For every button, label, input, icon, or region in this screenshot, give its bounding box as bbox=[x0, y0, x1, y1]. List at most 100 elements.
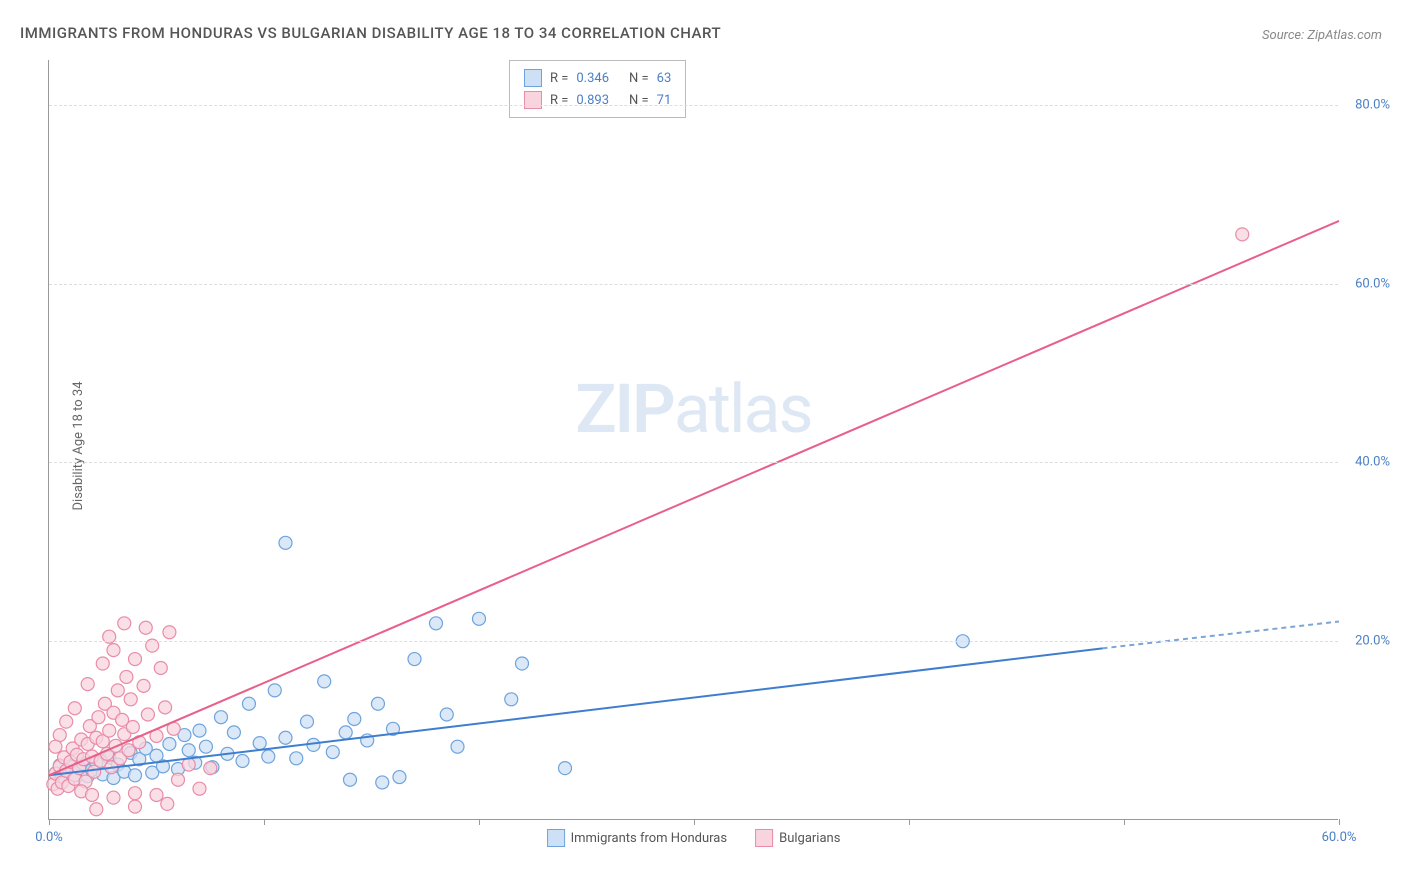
scatter-point bbox=[253, 737, 266, 750]
x-tick-mark bbox=[479, 819, 480, 825]
scatter-point bbox=[505, 693, 518, 706]
scatter-point bbox=[182, 758, 195, 771]
scatter-point bbox=[96, 657, 109, 670]
y-tick-label: 20.0% bbox=[1355, 634, 1390, 649]
scatter-point bbox=[139, 621, 152, 634]
scatter-point bbox=[268, 684, 281, 697]
scatter-point bbox=[90, 803, 103, 816]
scatter-point bbox=[107, 791, 120, 804]
trend-line bbox=[49, 221, 1339, 775]
y-tick-label: 80.0% bbox=[1355, 97, 1390, 112]
source-attribution: Source: ZipAtlas.com bbox=[1262, 28, 1382, 43]
scatter-point bbox=[103, 724, 116, 737]
scatter-point bbox=[376, 776, 389, 789]
legend-stats-row-1: R = 0.893 N = 71 bbox=[524, 89, 671, 111]
trend-line-extension bbox=[1103, 622, 1340, 649]
legend-series-swatch-1 bbox=[755, 829, 773, 847]
scatter-point bbox=[290, 752, 303, 765]
x-tick-mark bbox=[909, 819, 910, 825]
scatter-point bbox=[129, 653, 142, 666]
legend-series-swatch-0 bbox=[547, 829, 565, 847]
scatter-point bbox=[193, 724, 206, 737]
x-tick-mark bbox=[694, 819, 695, 825]
x-tick-mark bbox=[1339, 819, 1340, 825]
legend-series-label-0: Immigrants from Honduras bbox=[571, 831, 728, 846]
scatter-point bbox=[451, 740, 464, 753]
legend-swatch-0 bbox=[524, 69, 542, 87]
x-tick-mark bbox=[264, 819, 265, 825]
scatter-point bbox=[124, 693, 137, 706]
scatter-point bbox=[122, 744, 135, 757]
scatter-point bbox=[227, 726, 240, 739]
scatter-point bbox=[161, 797, 174, 810]
scatter-point bbox=[242, 697, 255, 710]
scatter-point bbox=[137, 679, 150, 692]
scatter-point bbox=[60, 715, 73, 728]
scatter-point bbox=[279, 731, 292, 744]
scatter-point bbox=[92, 711, 105, 724]
scatter-point bbox=[318, 675, 331, 688]
scatter-point bbox=[440, 708, 453, 721]
scatter-point bbox=[68, 702, 81, 715]
chart-title: IMMIGRANTS FROM HONDURAS VS BULGARIAN DI… bbox=[20, 24, 721, 42]
legend-stats-row-0: R = 0.346 N = 63 bbox=[524, 67, 671, 89]
scatter-point bbox=[129, 800, 142, 813]
scatter-point bbox=[408, 653, 421, 666]
gridline-h bbox=[49, 105, 1338, 106]
legend-series-item-0: Immigrants from Honduras bbox=[547, 829, 728, 847]
scatter-point bbox=[262, 750, 275, 763]
legend-series: Immigrants from Honduras Bulgarians bbox=[547, 829, 841, 847]
scatter-point bbox=[150, 788, 163, 801]
scatter-point bbox=[344, 773, 357, 786]
legend-series-label-1: Bulgarians bbox=[779, 831, 840, 846]
scatter-point bbox=[215, 711, 228, 724]
scatter-point bbox=[236, 754, 249, 767]
r-label-0: R = bbox=[550, 71, 568, 86]
legend-stats: R = 0.346 N = 63 R = 0.893 N = 71 bbox=[509, 60, 686, 118]
scatter-point bbox=[393, 771, 406, 784]
scatter-point bbox=[326, 746, 339, 759]
gridline-h bbox=[49, 641, 1338, 642]
x-tick-mark bbox=[49, 819, 50, 825]
scatter-point bbox=[81, 678, 94, 691]
gridline-h bbox=[49, 284, 1338, 285]
scatter-point bbox=[163, 738, 176, 751]
x-tick-mark bbox=[1124, 819, 1125, 825]
scatter-point bbox=[49, 740, 62, 753]
scatter-point bbox=[348, 712, 361, 725]
trend-line bbox=[49, 648, 1103, 775]
scatter-point bbox=[126, 721, 139, 734]
scatter-point bbox=[120, 670, 133, 683]
y-tick-label: 40.0% bbox=[1355, 455, 1390, 470]
scatter-point bbox=[430, 617, 443, 630]
y-tick-label: 60.0% bbox=[1355, 276, 1390, 291]
n-value-0: 63 bbox=[657, 71, 672, 86]
scatter-svg bbox=[49, 60, 1338, 819]
scatter-point bbox=[182, 744, 195, 757]
scatter-point bbox=[129, 769, 142, 782]
scatter-point bbox=[107, 644, 120, 657]
scatter-point bbox=[301, 715, 314, 728]
gridline-h bbox=[49, 462, 1338, 463]
r-value-0: 0.346 bbox=[576, 71, 609, 86]
scatter-point bbox=[111, 684, 124, 697]
x-tick-label: 60.0% bbox=[1322, 830, 1357, 845]
plot-area: ZIPatlas R = 0.346 N = 63 R = 0.893 N = … bbox=[48, 60, 1338, 820]
scatter-point bbox=[204, 762, 217, 775]
legend-series-item-1: Bulgarians bbox=[755, 829, 840, 847]
scatter-point bbox=[86, 788, 99, 801]
scatter-point bbox=[154, 662, 167, 675]
scatter-point bbox=[129, 787, 142, 800]
n-label-0: N = bbox=[629, 71, 649, 86]
scatter-point bbox=[473, 612, 486, 625]
x-tick-label: 0.0% bbox=[35, 830, 63, 845]
legend-swatch-1 bbox=[524, 91, 542, 109]
scatter-point bbox=[371, 697, 384, 710]
scatter-point bbox=[159, 701, 172, 714]
scatter-point bbox=[118, 617, 131, 630]
scatter-point bbox=[172, 773, 185, 786]
scatter-point bbox=[193, 782, 206, 795]
scatter-point bbox=[516, 657, 529, 670]
scatter-point bbox=[1236, 228, 1249, 241]
scatter-point bbox=[339, 726, 352, 739]
